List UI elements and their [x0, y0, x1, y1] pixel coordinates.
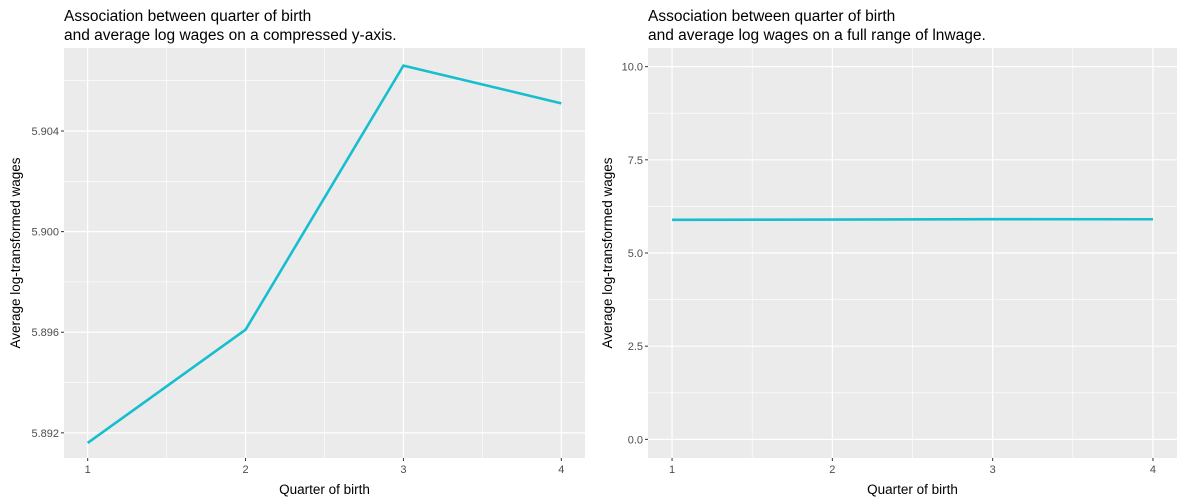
y-tick-label: 7.5: [628, 155, 643, 167]
left-title-line2: and average log wages on a compressed y-…: [64, 27, 397, 44]
x-tick-label: 1: [669, 464, 675, 476]
y-tick-label: 10.0: [622, 62, 643, 74]
x-tick-label: 4: [1150, 464, 1156, 476]
right-title-line2: and average log wages on a full range of…: [648, 27, 986, 44]
y-tick-label: 5.892: [31, 428, 59, 440]
x-tick-label: 3: [990, 464, 996, 476]
left-chart-panel: Association between quarter of birth and…: [8, 7, 585, 497]
right-chart-svg: 0.0 2.5 5.0 7.5 10.0 1 2 3 4 Quarter of birth Aver…: [600, 48, 1177, 497]
x-tick-label: 2: [829, 464, 835, 476]
x-tick-label: 1: [85, 464, 91, 476]
x-tick-label: 3: [400, 464, 406, 476]
x-tick-label: 2: [242, 464, 248, 476]
x-tick-label: 4: [558, 464, 564, 476]
y-tick-label: 2.5: [628, 341, 643, 353]
x-axis-label: Quarter of birth: [279, 482, 370, 497]
y-tick-label: 5.896: [31, 327, 59, 339]
left-chart-title: Association between quarter of birth and…: [64, 7, 397, 45]
y-tick-label: 5.904: [31, 126, 59, 138]
right-chart-title: Association between quarter of birth and…: [648, 7, 986, 45]
right-chart-panel: Association between quarter of birth and…: [592, 0, 1184, 504]
left-chart-svg: 5.892 5.896 5.900 5.904 1 2 3 4 Quarter of birth…: [8, 48, 585, 497]
y-axis-label: Average log-transformed wages: [8, 157, 23, 348]
y-axis-label: Average log-transformed wages: [600, 157, 615, 348]
y-tick-label: 0.0: [628, 434, 643, 446]
x-axis-label: Quarter of birth: [867, 482, 958, 497]
y-tick-label: 5.0: [628, 248, 643, 260]
y-tick-label: 5.900: [31, 227, 59, 239]
series-line: [672, 217, 1153, 222]
right-title-line1: Association between quarter of birth: [648, 8, 896, 25]
series-line: [86, 64, 562, 444]
left-title-line1: Association between quarter of birth: [64, 8, 312, 25]
